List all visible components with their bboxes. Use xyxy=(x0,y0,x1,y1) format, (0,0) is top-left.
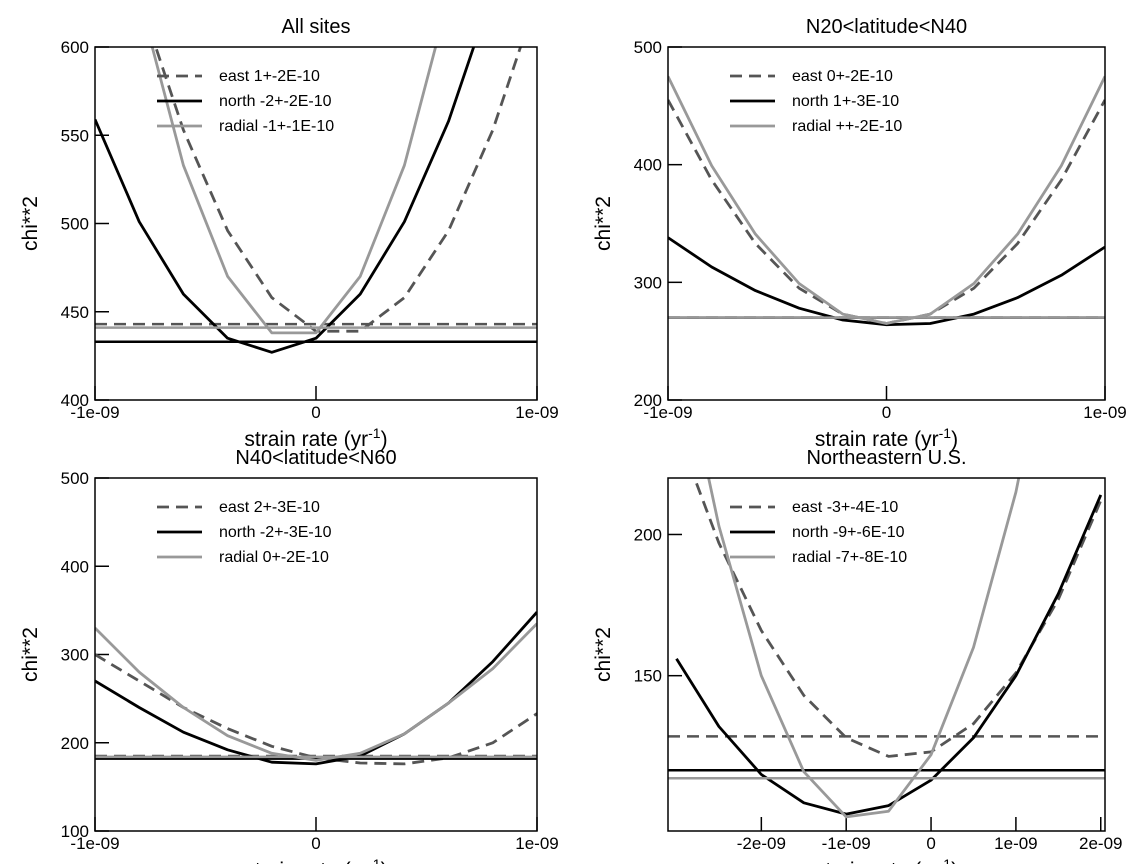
y-tick-label: 400 xyxy=(61,391,89,410)
curve xyxy=(95,611,537,766)
curve xyxy=(150,47,438,335)
panel-title: N40<latitude<N60 xyxy=(235,447,396,469)
curve xyxy=(668,75,1105,325)
legend-label: east 1+-2E-10 xyxy=(219,68,320,85)
panel-title: Northeastern U.S. xyxy=(806,447,966,469)
y-axis-label: chi**2 xyxy=(592,196,615,251)
x-tick-label: 1e-09 xyxy=(515,834,558,853)
legend-label: east -3+-4E-10 xyxy=(792,499,898,516)
x-tick-label: -1e-09 xyxy=(70,834,119,853)
curve xyxy=(707,478,1021,819)
x-tick-label: 2e-09 xyxy=(1079,834,1122,853)
y-axis-label: chi**2 xyxy=(19,627,42,682)
x-axis-label: strain rate (yr-1) xyxy=(815,856,958,864)
y-tick-label: 550 xyxy=(61,126,89,145)
legend-label: north -2+-3E-10 xyxy=(219,524,332,541)
plot-frame xyxy=(94,46,538,401)
y-tick-label: 200 xyxy=(61,734,89,753)
x-axis-label-text: strain rate (yr xyxy=(244,859,368,864)
x-tick-label: -1e-09 xyxy=(822,834,871,853)
x-axis-label-text: strain rate (yr xyxy=(815,428,939,451)
panel: Northeastern U.S. 150 200 -2e-09 -1e-09 0 1e-0… xyxy=(592,447,1122,864)
x-tick-label: 0 xyxy=(311,403,320,422)
curve xyxy=(675,494,1103,816)
curve xyxy=(668,236,1105,327)
plot-frame xyxy=(667,46,1106,401)
y-tick-label: 150 xyxy=(634,667,662,686)
x-tick-label: 1e-09 xyxy=(994,834,1037,853)
plot-frame xyxy=(667,477,1106,832)
x-axis-label-suffix: ) xyxy=(381,428,388,451)
x-tick-label: 0 xyxy=(926,834,935,853)
curve xyxy=(95,47,476,354)
y-tick-label: 500 xyxy=(634,38,662,57)
panel: N20<latitude<N40 200 300 400 500 -1e-09 0 1e-09… xyxy=(592,16,1127,451)
x-axis-label: strain rate (yr-1) xyxy=(815,425,958,451)
legend-label: north -2+-2E-10 xyxy=(219,93,332,110)
plot-frame xyxy=(94,477,538,832)
x-tick-label: -1e-09 xyxy=(643,403,692,422)
legend-label: radial -7+-8E-10 xyxy=(792,549,907,566)
x-axis-label-superscript: -1 xyxy=(939,856,952,864)
legend-label: north -9+-6E-10 xyxy=(792,524,905,541)
legend-label: east 0+-2E-10 xyxy=(792,68,893,85)
panel: N40<latitude<N60 100 200 300 400 500 -1e-09 0 1e… xyxy=(19,447,559,864)
y-axis-label: chi**2 xyxy=(592,627,615,682)
x-axis-label-superscript: -1 xyxy=(939,425,952,441)
legend-label: radial 0+-2E-10 xyxy=(219,549,329,566)
x-axis-label: strain rate (yr-1) xyxy=(244,856,387,864)
y-tick-label: 100 xyxy=(61,822,89,841)
x-tick-label: 1e-09 xyxy=(515,403,558,422)
y-tick-label: 500 xyxy=(61,469,89,488)
y-tick-label: 400 xyxy=(61,557,89,576)
panel: All sites 400 450 500 550 600 -1e-09 0 1e-09 chi*… xyxy=(19,16,559,451)
curve xyxy=(154,47,522,333)
y-tick-label: 200 xyxy=(634,525,662,544)
y-tick-label: 200 xyxy=(634,391,662,410)
x-axis-label-superscript: -1 xyxy=(368,425,381,441)
y-axis-label: chi**2 xyxy=(19,196,42,251)
y-tick-label: 400 xyxy=(634,156,662,175)
x-tick-label: 0 xyxy=(882,403,891,422)
legend-label: north 1+-3E-10 xyxy=(792,93,899,110)
y-tick-label: 500 xyxy=(61,215,89,234)
panel-title: N20<latitude<N40 xyxy=(806,16,967,38)
x-axis-label-suffix: ) xyxy=(381,859,388,864)
legend-label: radial ++-2E-10 xyxy=(792,118,902,135)
x-axis-label-suffix: ) xyxy=(951,428,958,451)
legend-label: east 2+-3E-10 xyxy=(219,499,320,516)
x-tick-label: 0 xyxy=(311,834,320,853)
legend-label: radial -1+-1E-10 xyxy=(219,118,334,135)
y-tick-label: 300 xyxy=(634,273,662,292)
curve xyxy=(95,653,537,766)
x-axis-label-text: strain rate (yr xyxy=(815,859,939,864)
y-tick-label: 600 xyxy=(61,38,89,57)
x-tick-label: -2e-09 xyxy=(737,834,786,853)
x-axis-label-superscript: -1 xyxy=(368,856,381,864)
panel-title: All sites xyxy=(282,16,351,38)
curve xyxy=(95,622,537,762)
x-tick-label: 1e-09 xyxy=(1083,403,1126,422)
curve xyxy=(693,478,1103,758)
x-axis-label-suffix: ) xyxy=(951,859,958,864)
x-axis-label: strain rate (yr-1) xyxy=(244,425,387,451)
x-tick-label: -1e-09 xyxy=(70,403,119,422)
y-tick-label: 300 xyxy=(61,646,89,665)
y-tick-label: 450 xyxy=(61,303,89,322)
x-axis-label-text: strain rate (yr xyxy=(244,428,368,451)
